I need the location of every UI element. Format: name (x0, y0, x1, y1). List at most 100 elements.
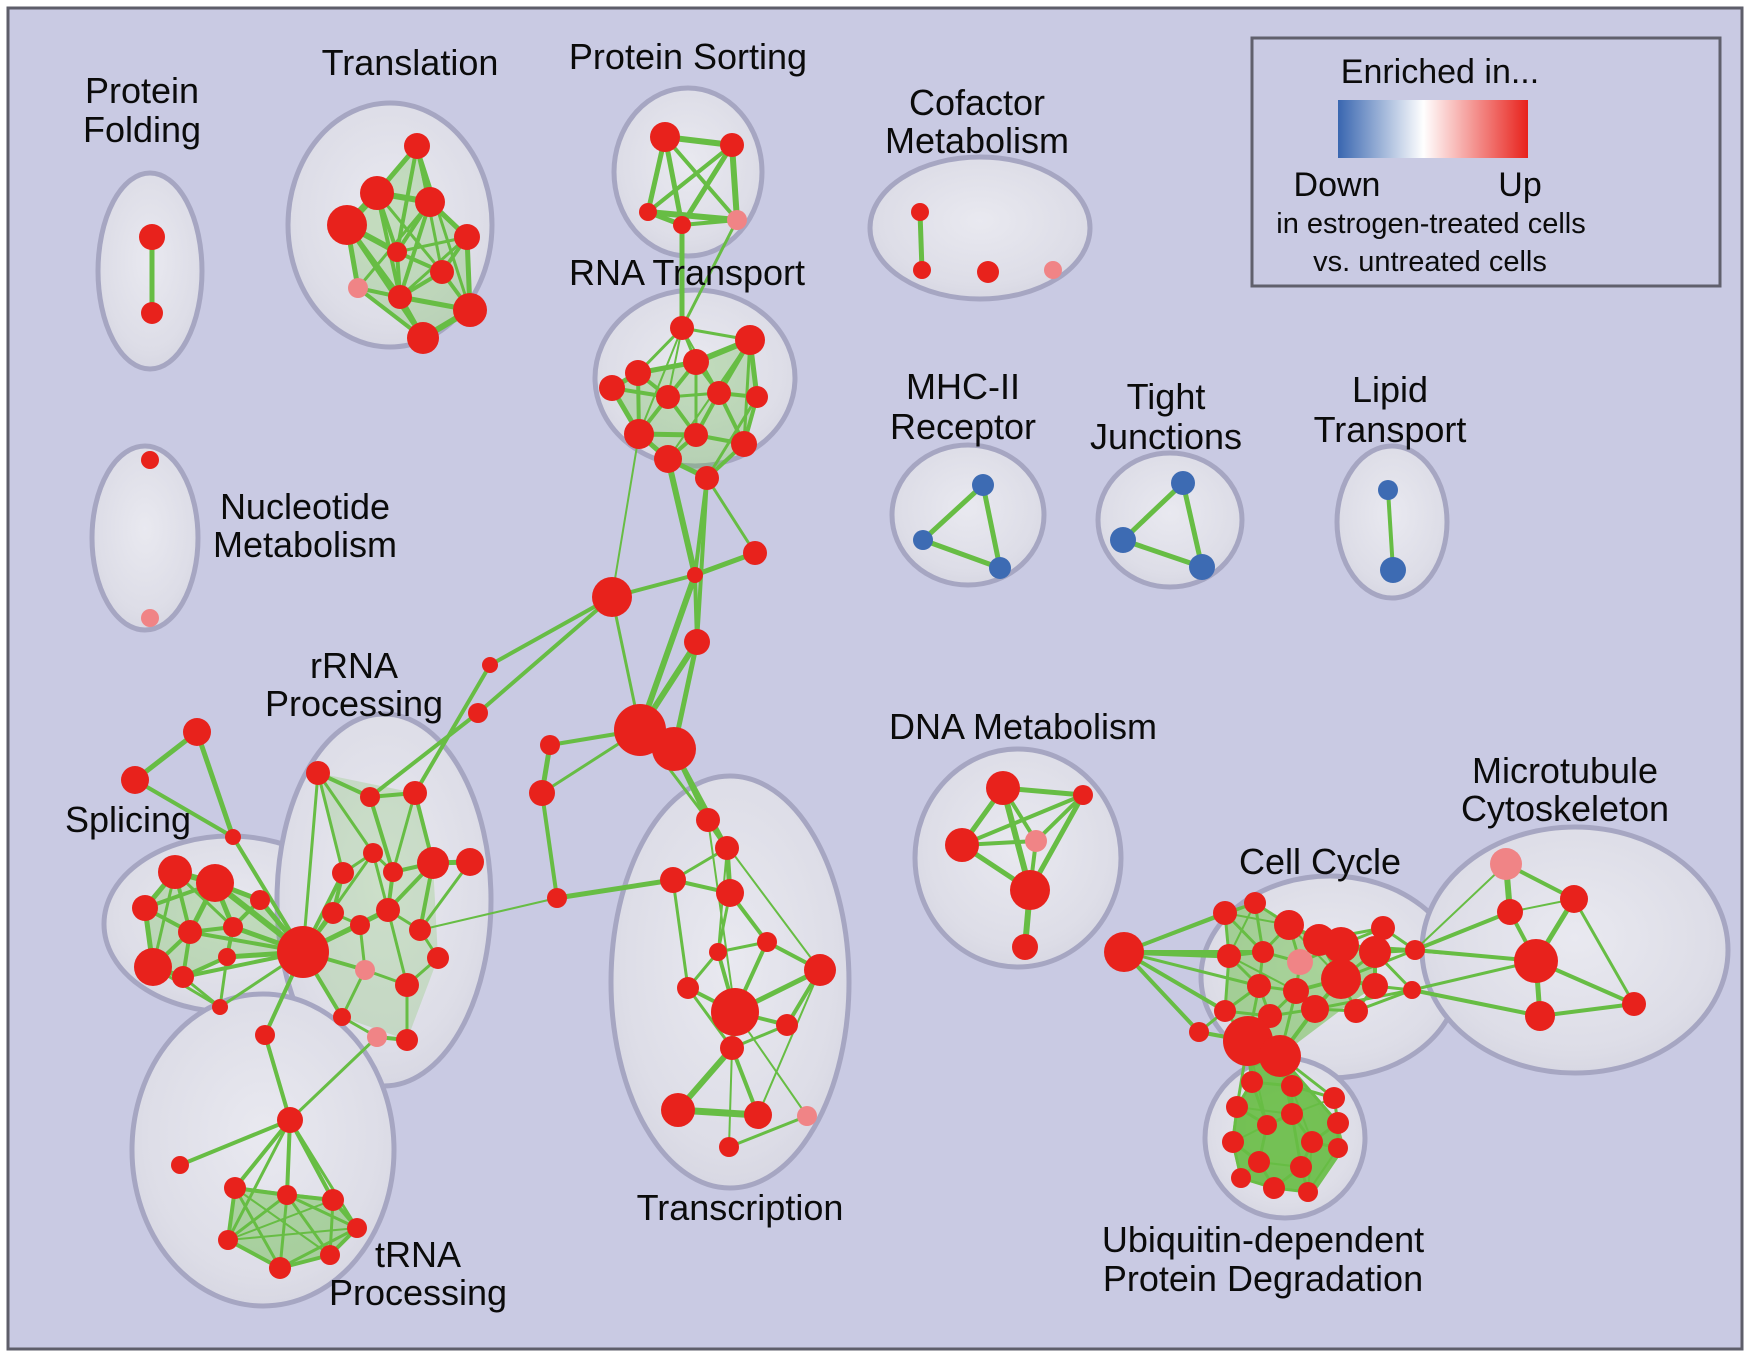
node-sp5 (178, 920, 202, 944)
cluster-label-protein-folding: Protein Folding (83, 70, 201, 150)
edge-br2-mc5 (1410, 988, 1542, 1018)
node-mc1 (1490, 848, 1522, 880)
node-rt3 (625, 360, 651, 386)
node-sp1 (158, 855, 192, 889)
cluster-label-microtubule-cytoskeleton: Microtubule Cytoskeleton (1461, 750, 1669, 829)
cluster-ellipse-tight-junctions (1095, 450, 1245, 590)
node-tr5 (454, 224, 480, 250)
edge-rr2-rr6 (368, 795, 395, 874)
node-rt12 (654, 445, 682, 473)
node-tc14 (797, 1106, 817, 1126)
node-tj1 (1171, 471, 1195, 495)
node-rr1 (306, 761, 330, 785)
node-cc18 (1344, 999, 1368, 1023)
cluster-ellipse-microtubule-cytoskeleton (1419, 824, 1731, 1076)
node-cc19 (1189, 1022, 1209, 1042)
node-tn0 (277, 1107, 303, 1133)
node-cc11 (1247, 974, 1271, 998)
edge-mc5-mc6 (1538, 1002, 1636, 1018)
edge-tn1-tn6 (234, 1187, 331, 1256)
legend-down-label: Down (1294, 166, 1381, 204)
edge-tn3-tn4 (227, 1199, 334, 1241)
node-H2 (652, 727, 696, 771)
node-rr14 (355, 960, 375, 980)
edge-tl3-tc3 (554, 877, 676, 901)
cluster-label-protein-sorting: Protein Sorting (569, 36, 807, 77)
node-ub12 (1328, 1138, 1348, 1158)
edge-rr3-rr6 (391, 791, 417, 874)
node-mh2 (913, 530, 933, 550)
edge-dm2-dm3 (960, 793, 1085, 847)
node-mh3 (989, 557, 1011, 579)
edge-cf1-cf2 (917, 209, 925, 273)
node-tn4 (218, 1230, 238, 1250)
node-rr17 (367, 1027, 387, 1047)
node-tr10 (453, 293, 487, 327)
node-hub (277, 926, 329, 978)
edge-rr2-b2 (368, 711, 480, 799)
cluster-ellipse-mhc-ii-receptor (889, 442, 1047, 588)
node-cc10 (1371, 916, 1395, 940)
edge-rr1-rr4 (316, 771, 375, 855)
node-dm2 (1073, 785, 1093, 805)
node-rr11 (376, 898, 400, 922)
cluster-label-rna-transport: RNA Transport (569, 252, 805, 293)
cluster-ellipse-nucleotide-metabolism (89, 443, 201, 633)
node-cc14 (1362, 973, 1388, 999)
node-tn6 (320, 1245, 340, 1265)
node-cc9 (1359, 936, 1391, 968)
node-rr6 (383, 862, 403, 882)
node-cc13 (1321, 959, 1361, 999)
edge-tn0-tni (178, 1118, 292, 1167)
node-cc8 (1323, 927, 1359, 963)
node-rt11 (731, 431, 757, 457)
node-sp8 (172, 966, 194, 988)
cluster-label-tight-junctions: Tight Junctions (1090, 376, 1242, 457)
edge-bigA-b2 (476, 595, 614, 715)
cluster-ellipse-dna-metabolism (912, 746, 1124, 970)
node-cf1 (911, 203, 929, 221)
edge-tc7-tc13 (757, 969, 821, 1116)
edge-ps5-rt1 (680, 218, 739, 330)
edge-tc3-tc8 (671, 878, 690, 990)
edge-ch1-H1 (637, 572, 698, 733)
cluster-label-splicing: Splicing (65, 799, 191, 840)
node-tc11 (720, 1036, 744, 1060)
node-tni (171, 1156, 189, 1174)
node-tl3 (547, 888, 567, 908)
node-ub3 (1323, 1087, 1345, 1109)
node-ub7 (1222, 1131, 1244, 1153)
node-ps5 (727, 210, 747, 230)
edge-rr11-rr15 (386, 908, 409, 987)
node-tc10 (776, 1014, 798, 1036)
edge-tl2-tl3 (540, 791, 559, 900)
node-rt6 (656, 385, 680, 409)
node-sg1 (183, 718, 211, 746)
node-ub15 (1298, 1182, 1318, 1202)
edge-tn0-tn1 (233, 1118, 292, 1190)
edge-rr1-rr5 (316, 771, 345, 875)
node-pf1 (139, 224, 165, 250)
node-mc2 (1560, 885, 1588, 913)
node-dm4 (1025, 830, 1047, 852)
network-layer: Protein Folding Translation Protein Sorting… (65, 36, 1731, 1313)
cluster-label-nucleotide-metabolism: Nucleotide Metabolism (213, 486, 397, 565)
node-rt2 (735, 325, 765, 355)
edge-rt8-rt13 (705, 395, 759, 480)
node-cc2 (1244, 892, 1266, 914)
node-tc6 (757, 932, 777, 952)
legend-title: Enriched in... (1341, 53, 1539, 91)
edge-tc14-tc15 (727, 1114, 809, 1149)
node-ub1 (1241, 1071, 1263, 1093)
cluster-label-dna-metabolism: DNA Metabolism (889, 706, 1157, 747)
node-ub13 (1231, 1168, 1251, 1188)
node-cf4 (1044, 261, 1062, 279)
node-cc15 (1214, 1000, 1236, 1022)
edge-rt1-rt9 (638, 327, 683, 435)
edge-sg1-sg3 (194, 729, 236, 840)
node-pf2 (141, 302, 163, 324)
node-ch3 (684, 629, 710, 655)
edge-tc11-tc15 (728, 1047, 733, 1148)
edge-tn5-tn7 (278, 1226, 359, 1270)
edge-tn2-tn4 (226, 1193, 289, 1242)
